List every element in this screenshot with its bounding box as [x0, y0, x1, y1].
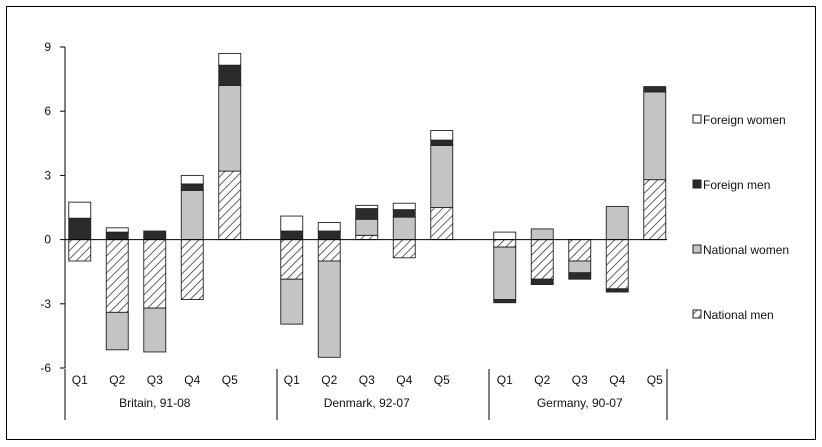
bar-segment-foreign-men-q3 — [355, 208, 379, 220]
category-label: Q4 — [184, 373, 200, 387]
y-tick-label: 3 — [44, 168, 51, 182]
legend-swatch-foreign-men — [692, 179, 702, 189]
bar-segment-foreign-women-q5 — [218, 52, 242, 66]
category-label: Q1 — [72, 373, 88, 387]
bar-segment-national-men-q5 — [430, 207, 454, 241]
bar-segment-national-men-q2 — [530, 239, 554, 280]
y-tick-label: 0 — [44, 233, 51, 247]
bar-segment-national-women-q1 — [493, 246, 517, 300]
bar-segment-foreign-men-q2 — [317, 230, 341, 241]
group-label: Denmark, 92-07 — [324, 396, 410, 410]
category-label: Q3 — [572, 373, 588, 387]
bar-segment-foreign-men-q1 — [68, 217, 92, 241]
bar-segment-national-men-q1 — [280, 239, 304, 280]
category-label: Q5 — [222, 373, 238, 387]
bar-segment-national-women-q4 — [605, 205, 629, 241]
bar-segment-national-men-q1 — [68, 239, 92, 262]
category-label: Q3 — [359, 373, 375, 387]
bar-segment-national-women-q4 — [392, 216, 416, 241]
chart-frame: 9 6 3 0 -3 -6 Q1 Q2 Q3 Q4 Q5 Britain, 91-08 Q1 Q2 Q3 Q4… — [6, 6, 816, 440]
bar-segment-national-men-q4 — [605, 239, 629, 290]
bar-segment-foreign-men-q5 — [643, 86, 667, 93]
bar-segment-foreign-men-q4 — [392, 209, 416, 218]
bar-segment-foreign-men-q2 — [530, 278, 554, 285]
legend-swatch-national-women — [692, 244, 702, 254]
category-label: Q5 — [647, 373, 663, 387]
bar-segment-foreign-men-q2 — [105, 231, 129, 241]
y-tick-label: -3 — [40, 297, 51, 311]
legend-label: Foreign men — [703, 178, 770, 192]
bar-segment-national-women-q2 — [530, 228, 554, 241]
bar-segment-national-women-q5 — [643, 91, 667, 181]
legend-label: National women — [703, 243, 789, 257]
bar-segment-national-men-q4 — [180, 239, 204, 300]
bar-segment-national-men-q3 — [568, 239, 592, 262]
bar-segment-foreign-men-q3 — [568, 272, 592, 280]
category-label: Q4 — [396, 373, 412, 387]
bar-segment-national-men-q5 — [643, 179, 667, 241]
bar-segment-foreign-women-q3 — [355, 204, 379, 210]
bar-segment-foreign-men-q4 — [605, 288, 629, 293]
bar-segment-foreign-men-q5 — [430, 139, 454, 146]
bar-segment-foreign-men-q1 — [493, 299, 517, 304]
category-label: Q1 — [497, 373, 513, 387]
bar-segment-national-women-q5 — [218, 85, 242, 172]
bar-segment-national-men-q4 — [392, 239, 416, 259]
bar-segment-national-women-q5 — [430, 144, 454, 208]
bar-segment-foreign-women-q4 — [180, 174, 204, 185]
bar-segment-national-women-q2 — [317, 260, 341, 358]
bar-segment-national-women-q1 — [280, 278, 304, 325]
category-label: Q1 — [284, 373, 300, 387]
plot-area: 9 6 3 0 -3 -6 Q1 Q2 Q3 Q4 Q5 Britain, 91-08 Q1 Q2 Q3 Q4… — [40, 40, 668, 420]
bar-segment-national-women-q2 — [105, 311, 129, 351]
category-label: Q5 — [434, 373, 450, 387]
bar-segment-foreign-men-q5 — [218, 64, 242, 86]
bar-segment-national-men-q2 — [105, 239, 129, 313]
category-label: Q3 — [147, 373, 163, 387]
bar-segment-foreign-women-q2 — [105, 227, 129, 233]
bar-segment-foreign-women-q1 — [493, 231, 517, 241]
legend-label: National men — [703, 308, 774, 322]
legend: Foreign women Foreign men National women Na… — [692, 113, 789, 322]
y-tick-label: 9 — [44, 40, 51, 54]
bar-segment-foreign-women-q4 — [392, 202, 416, 211]
stacked-bar-chart: 9 6 3 0 -3 -6 Q1 Q2 Q3 Q4 Q5 Britain, 91-08 Q1 Q2 Q3 Q4… — [40, 40, 789, 420]
bar-segment-national-men-q2 — [317, 239, 341, 262]
bar-segment-foreign-women-q5 — [430, 130, 454, 141]
bar-segment-national-women-q3 — [355, 218, 379, 236]
y-tick-label: -6 — [40, 361, 51, 375]
bar-segment-national-men-q1 — [493, 239, 517, 248]
bar-segment-national-men-q3 — [355, 234, 379, 241]
category-label: Q4 — [609, 373, 625, 387]
bar-segment-foreign-men-q1 — [280, 230, 304, 241]
bar-segment-national-women-q3 — [143, 307, 167, 353]
bar-segment-national-men-q5 — [218, 170, 242, 241]
legend-swatch-national-men — [692, 309, 702, 319]
legend-swatch-foreign-women — [692, 114, 702, 124]
bar-segment-foreign-men-q3 — [143, 230, 167, 241]
bar-segment-national-women-q4 — [180, 189, 204, 241]
group-label: Britain, 91-08 — [119, 396, 191, 410]
category-label: Q2 — [534, 373, 550, 387]
bar-segment-foreign-men-q4 — [180, 183, 204, 191]
legend-label: Foreign women — [703, 113, 786, 127]
bar-segment-foreign-women-q1 — [280, 215, 304, 232]
bar-segment-national-women-q3 — [568, 260, 592, 274]
bar-segment-foreign-women-q2 — [317, 222, 341, 232]
category-label: Q2 — [321, 373, 337, 387]
bar-segment-national-men-q3 — [143, 239, 167, 309]
category-label: Q2 — [109, 373, 125, 387]
bar-segment-foreign-women-q1 — [68, 201, 92, 219]
y-tick-label: 6 — [44, 104, 51, 118]
group-label: Germany, 90-07 — [537, 396, 623, 410]
